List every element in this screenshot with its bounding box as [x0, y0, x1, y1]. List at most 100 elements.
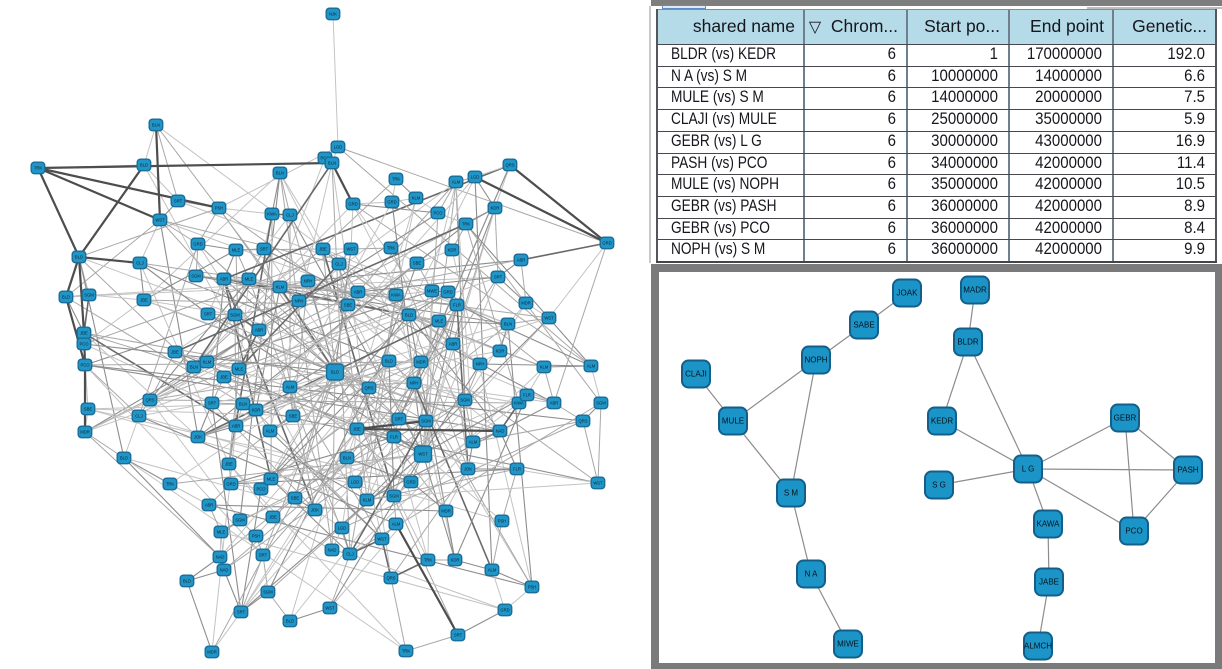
svg-text:KWA: KWA	[267, 212, 277, 217]
svg-text:CLAJI: CLAJI	[685, 370, 707, 379]
svg-text:FLR: FLR	[523, 393, 531, 398]
svg-text:BLDR: BLDR	[957, 338, 979, 347]
svg-text:WST: WST	[593, 481, 603, 486]
svg-text:N A: N A	[805, 570, 819, 579]
svg-text:SRT: SRT	[454, 633, 463, 638]
svg-text:PSH: PSH	[252, 534, 261, 539]
svg-text:NAD: NAD	[328, 548, 337, 553]
svg-text:JBE: JBE	[220, 375, 228, 380]
svg-text:NPH: NPH	[476, 362, 485, 367]
svg-text:GRD: GRD	[226, 482, 235, 487]
svg-text:S G: S G	[932, 481, 946, 490]
svg-text:CLJ: CLJ	[335, 262, 342, 267]
svg-text:JBE: JBE	[319, 247, 327, 252]
svg-text:KLM: KLM	[276, 285, 285, 290]
svg-text:PCO: PCO	[80, 363, 90, 368]
svg-text:PCO: PCO	[256, 487, 266, 492]
svg-text:BLD: BLD	[183, 579, 191, 584]
svg-text:BLD: BLD	[62, 295, 70, 300]
svg-text:MIWE: MIWE	[837, 640, 859, 649]
svg-text:ABR: ABR	[449, 342, 458, 347]
svg-text:SRT: SRT	[237, 610, 246, 615]
svg-text:SRT: SRT	[259, 553, 268, 558]
svg-text:NPH: NPH	[295, 299, 304, 304]
svg-text:JOK: JOK	[464, 467, 472, 472]
svg-text:JBE: JBE	[269, 515, 277, 520]
svg-text:MLE: MLE	[435, 319, 444, 324]
svg-text:PASH: PASH	[1177, 466, 1198, 475]
svg-text:WST: WST	[418, 452, 428, 457]
svg-text:PCO: PCO	[433, 211, 443, 216]
svg-text:BLN: BLN	[152, 123, 160, 128]
svg-text:SGM: SGM	[235, 518, 245, 523]
svg-text:JBE: JBE	[353, 427, 361, 432]
svg-text:SRT: SRT	[494, 275, 503, 280]
svg-text:MLE: MLE	[232, 248, 241, 253]
svg-text:QRS: QRS	[505, 163, 514, 168]
svg-text:SGM: SGM	[84, 293, 94, 298]
svg-text:BLD: BLD	[405, 313, 413, 318]
svg-text:KWA: KWA	[514, 401, 524, 406]
svg-text:SRT: SRT	[260, 247, 269, 252]
svg-text:SGM: SGM	[596, 401, 606, 406]
svg-text:MDR: MDR	[207, 650, 217, 655]
svg-text:NOPH: NOPH	[804, 356, 827, 365]
svg-text:ABR: ABR	[517, 258, 526, 263]
svg-text:WST: WST	[325, 606, 335, 611]
svg-text:KAWA: KAWA	[1037, 520, 1061, 529]
svg-text:SBE: SBE	[84, 407, 93, 412]
svg-text:MLE: MLE	[267, 477, 276, 482]
svg-text:KLM: KLM	[412, 196, 421, 201]
svg-text:JBE: JBE	[140, 298, 148, 303]
svg-text:KDR: KDR	[448, 248, 457, 253]
svg-text:NJK: NJK	[329, 12, 337, 17]
svg-text:ALM: ALM	[286, 385, 295, 390]
svg-text:ALM: ALM	[452, 180, 461, 185]
svg-text:SRT: SRT	[174, 199, 183, 204]
svg-text:JOK: JOK	[311, 508, 319, 513]
svg-text:SGM: SGM	[263, 590, 273, 595]
svg-text:NPH: NPH	[410, 381, 419, 386]
svg-text:JOAK: JOAK	[897, 289, 919, 298]
svg-text:BLN: BLN	[328, 161, 336, 166]
svg-text:NPH: NPH	[304, 279, 313, 284]
svg-text:QRS: QRS	[386, 576, 395, 581]
svg-text:SRT: SRT	[204, 312, 213, 317]
svg-text:CLJ: CLJ	[286, 213, 293, 218]
svg-text:QRS: QRS	[145, 398, 154, 403]
svg-text:KDR: KDR	[252, 408, 261, 413]
svg-text:WST: WST	[544, 316, 554, 321]
svg-text:ABR: ABR	[550, 401, 559, 406]
svg-text:SABE: SABE	[853, 321, 874, 330]
svg-text:JBE: JBE	[171, 350, 179, 355]
svg-text:FLR: FLR	[453, 303, 461, 308]
svg-text:SGM: SGM	[191, 274, 201, 279]
svg-text:PCO: PCO	[79, 342, 89, 347]
svg-text:SGM: SGM	[230, 313, 240, 318]
svg-text:MLE: MLE	[217, 530, 226, 535]
svg-text:GRD: GRD	[387, 200, 396, 205]
svg-text:BLD: BLD	[286, 619, 294, 624]
svg-text:ABR: ABR	[205, 503, 214, 508]
svg-text:QRS: QRS	[364, 386, 373, 391]
svg-text:KLM: KLM	[363, 498, 372, 503]
svg-text:PCO: PCO	[1125, 527, 1142, 536]
svg-text:MDR: MDR	[80, 430, 90, 435]
svg-text:TRK: TRK	[402, 649, 411, 654]
svg-text:WST: WST	[377, 537, 387, 542]
svg-text:BLN: BLN	[190, 365, 198, 370]
svg-text:TRK: TRK	[387, 246, 396, 251]
svg-text:KDR: KDR	[451, 558, 460, 563]
svg-text:FLR: FLR	[390, 435, 398, 440]
svg-text:LGD: LGD	[338, 526, 347, 531]
svg-text:KLM: KLM	[203, 360, 212, 365]
svg-text:GRD: GRD	[406, 480, 415, 485]
svg-text:SGM: SGM	[460, 398, 470, 403]
svg-text:WST: WST	[346, 247, 356, 252]
svg-text:BLN: BLN	[504, 322, 512, 327]
svg-text:CLJ: CLJ	[135, 414, 142, 419]
svg-text:JOK: JOK	[194, 435, 202, 440]
svg-text:ALM: ALM	[587, 364, 596, 369]
svg-text:SBE: SBE	[413, 261, 422, 266]
svg-text:ABR: ABR	[354, 290, 363, 295]
